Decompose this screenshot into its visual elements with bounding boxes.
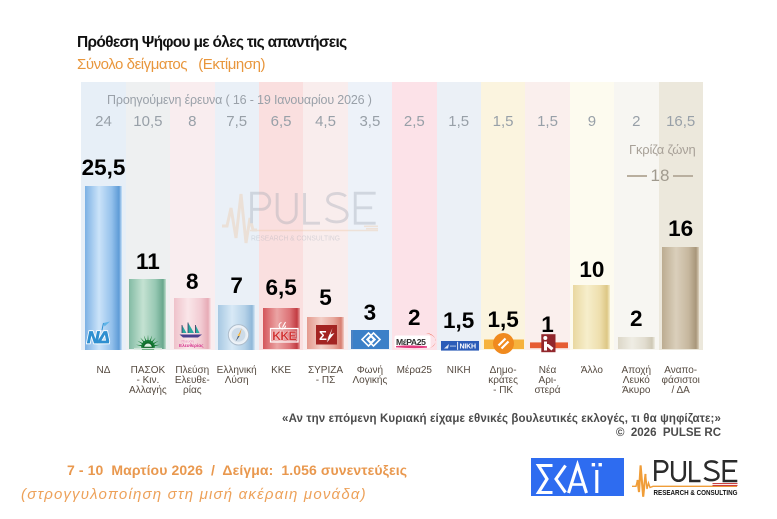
svg-text:Πλεύση: Πλεύση <box>182 340 194 344</box>
svg-text:ΝΙΚΗ: ΝΙΚΗ <box>459 344 475 351</box>
svg-text:ΝΔ: ΝΔ <box>87 328 109 346</box>
svg-text:RESEARCH & CONSULTING: RESEARCH & CONSULTING <box>251 234 340 243</box>
svg-text:Σ: Σ <box>319 328 327 343</box>
svg-text:Ελευθερίας: Ελευθερίας <box>179 343 204 348</box>
svg-text:KKE: KKE <box>272 329 296 343</box>
svg-text:RESEARCH & CONSULTING: RESEARCH & CONSULTING <box>654 488 738 497</box>
svg-text:ΝΔ: ΝΔ <box>87 328 109 346</box>
svg-text:ΜέΡΑ25: ΜέΡΑ25 <box>396 337 426 347</box>
